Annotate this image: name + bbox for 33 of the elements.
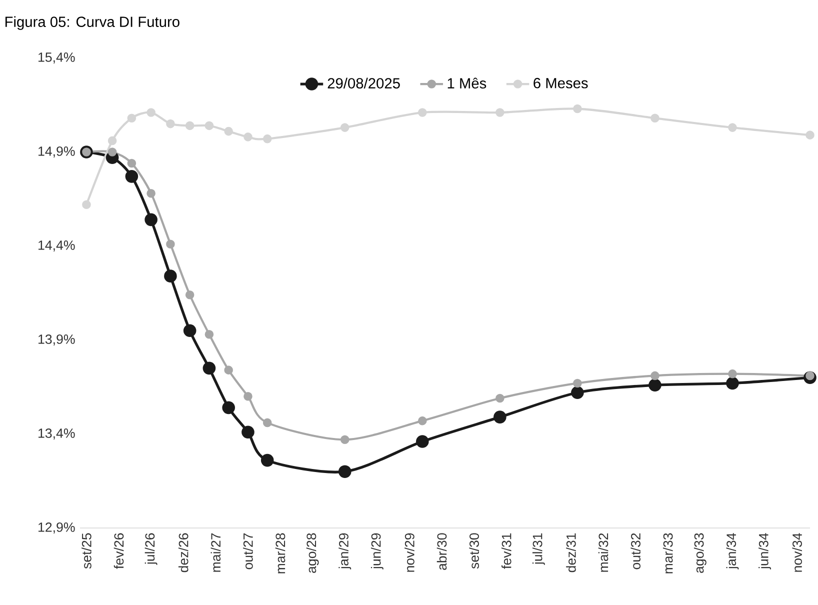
x-tick-label: jan/29 [338, 533, 352, 570]
x-tick-label: mar/33 [662, 533, 673, 574]
x-tick-label: fev/26 [114, 533, 124, 569]
x-tick-label: dez/31 [566, 533, 576, 572]
x-tick-label: jul/26 [144, 533, 158, 565]
x-tick-label: jun/34 [758, 533, 771, 570]
x-tick-label: mar/28 [275, 533, 286, 574]
x-tick-label: nov/34 [792, 533, 802, 572]
x-tick-label: jul/31 [532, 533, 545, 565]
y-tick-label: 13,4% [38, 428, 75, 440]
y-tick-label: 15,4% [38, 52, 75, 64]
x-tick-label: jan/34 [726, 533, 739, 570]
x-tick-label: out/32 [630, 533, 640, 570]
y-tick-label: 13,9% [38, 334, 75, 346]
x-tick-label: ago/28 [306, 533, 319, 573]
x-tick-label: out/27 [243, 533, 253, 570]
legend-label: 29/08/2025 [328, 78, 400, 88]
y-tick-label: 14,4% [38, 240, 75, 252]
x-tick-label: fev/31 [501, 533, 512, 569]
x-tick-label: set/25 [82, 533, 92, 569]
y-tick-label: 12,9% [38, 522, 75, 534]
chart-title: Figura 05: Curva DI Futuro [5, 16, 180, 30]
x-tick-label: nov/29 [404, 533, 414, 572]
x-tick-label: mai/27 [210, 533, 221, 572]
x-tick-label: mai/32 [598, 533, 608, 572]
y-tick-label: 14,9% [38, 146, 75, 158]
x-tick-label: jun/29 [370, 533, 384, 570]
legend-label: 6 Meses [534, 78, 588, 88]
x-tick-label: ago/33 [694, 533, 706, 573]
x-tick-label: dez/26 [178, 533, 188, 572]
x-tick-label: set/30 [469, 533, 479, 569]
x-tick-label: abr/30 [436, 533, 447, 570]
legend-label: 1 Mês [448, 78, 486, 89]
